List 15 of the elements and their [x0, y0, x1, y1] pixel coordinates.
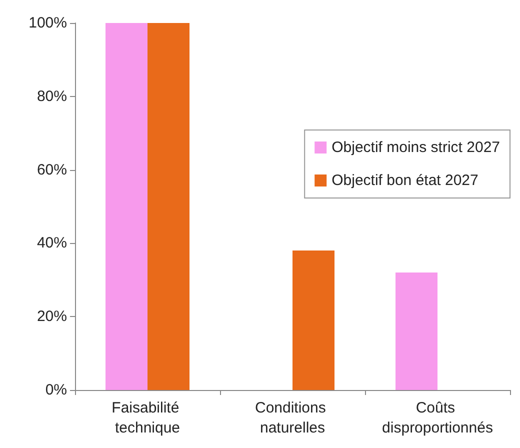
bar — [148, 23, 190, 390]
y-tick-label: 80% — [36, 88, 67, 105]
x-tick-label: Faisabilité technique — [112, 400, 184, 436]
y-tick-label: 100% — [28, 14, 67, 32]
legend-label: Objectif moins strict 2027 — [332, 139, 500, 156]
y-tick-label: 0% — [45, 382, 67, 398]
legend-label: Objectif bon état 2027 — [332, 172, 478, 189]
x-tick-label: Coûts disproportionnés — [382, 400, 493, 436]
x-tick-label: Conditions naturelles — [254, 400, 330, 436]
bar — [292, 250, 334, 390]
bar — [106, 23, 148, 390]
bar — [396, 272, 438, 390]
y-tick-label: 20% — [36, 308, 67, 326]
y-tick-label: 40% — [36, 234, 67, 252]
y-tick-label: 60% — [36, 161, 67, 178]
